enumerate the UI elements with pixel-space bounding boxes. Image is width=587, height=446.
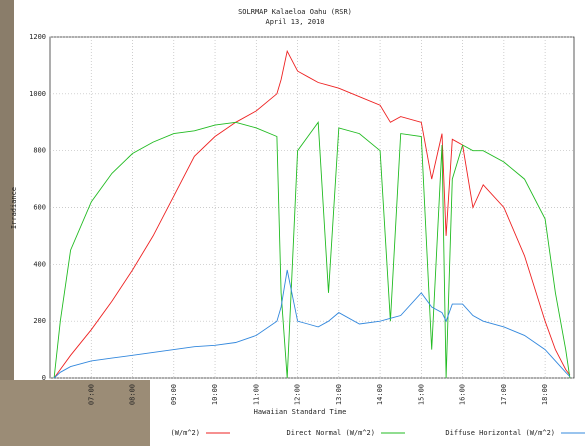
y-tick-label: 1000 — [29, 90, 46, 98]
y-axis-label: Irradiance — [10, 187, 18, 229]
x-tick-label: 11:00 — [252, 384, 260, 405]
x-tick-label: 14:00 — [376, 384, 384, 405]
x-tick-label: 13:00 — [335, 384, 343, 405]
x-tick-label: 07:00 — [87, 384, 95, 405]
chart-subtitle: April 13, 2010 — [265, 18, 324, 26]
x-tick-label: 12:00 — [294, 384, 302, 405]
legend-label: Diffuse Horizontal (W/m^2) — [445, 429, 555, 437]
x-tick-label: 08:00 — [129, 384, 137, 405]
x-tick-label: 09:00 — [170, 384, 178, 405]
data-line — [53, 269, 571, 379]
legend-label: Direct Normal (W/m^2) — [286, 429, 375, 437]
x-tick-label: 15:00 — [417, 384, 425, 405]
x-tick-label: 10:00 — [211, 384, 219, 405]
y-tick-label: 0 — [42, 374, 46, 382]
data-line — [53, 121, 571, 379]
y-tick-label: 400 — [33, 260, 46, 268]
background-photo — [0, 0, 14, 380]
data-line — [53, 49, 571, 379]
y-tick-label: 200 — [33, 317, 46, 325]
y-tick-label: 800 — [33, 147, 46, 155]
chart-title: SOLRMAP Kalaeloa Oahu (RSR) — [238, 8, 352, 16]
background-photo — [0, 380, 150, 446]
legend-label: (W/m^2) — [170, 429, 200, 437]
x-axis-label: Hawaiian Standard Time — [254, 408, 347, 416]
x-tick-label: 16:00 — [459, 384, 467, 405]
y-tick-label: 600 — [33, 204, 46, 212]
x-tick-label: 17:00 — [500, 384, 508, 405]
y-tick-label: 1200 — [29, 33, 46, 41]
x-tick-label: 18:00 — [541, 384, 549, 405]
